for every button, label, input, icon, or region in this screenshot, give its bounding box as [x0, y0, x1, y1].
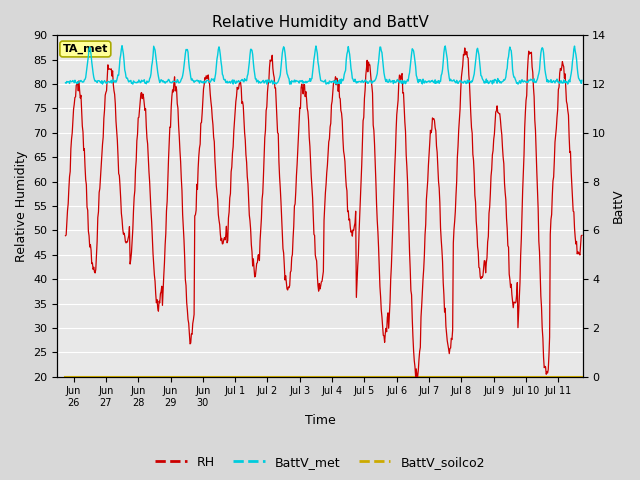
X-axis label: Time: Time — [305, 414, 335, 427]
Text: TA_met: TA_met — [63, 44, 108, 54]
Title: Relative Humidity and BattV: Relative Humidity and BattV — [212, 15, 428, 30]
Y-axis label: Relative Humidity: Relative Humidity — [15, 150, 28, 262]
Y-axis label: BattV: BattV — [612, 189, 625, 223]
Legend: RH, BattV_met, BattV_soilco2: RH, BattV_met, BattV_soilco2 — [150, 451, 490, 474]
